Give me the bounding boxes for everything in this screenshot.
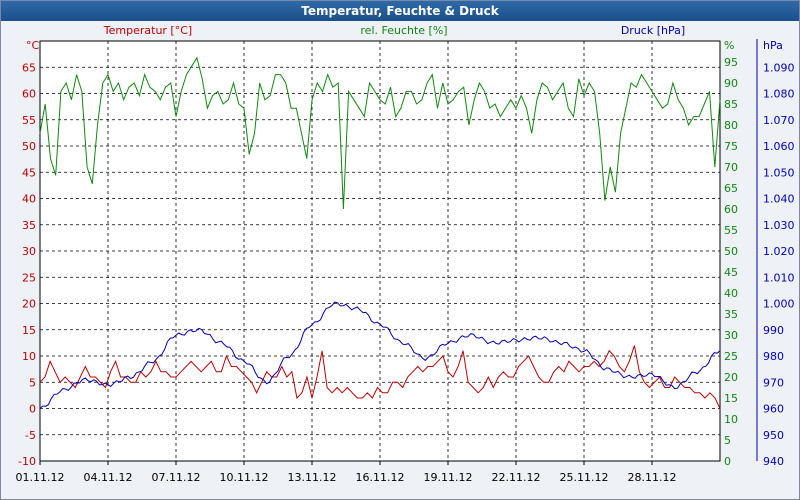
temperature-tick-label: 30 — [22, 245, 36, 258]
humidity-tick-label: 90 — [724, 77, 738, 90]
humidity-tick-label: 5 — [724, 434, 731, 447]
x-tick-label: 16.11.12 — [356, 471, 405, 484]
x-tick-label: 01.11.12 — [16, 471, 65, 484]
window-title: Temperatur, Feuchte & Druck — [1, 1, 799, 21]
x-tick-label: 07.11.12 — [152, 471, 201, 484]
humidity-tick-label: 20 — [724, 371, 738, 384]
humidity-unit-label: % — [724, 39, 734, 52]
x-tick-label: 19.11.12 — [424, 471, 473, 484]
pressure-axis-title: Druck [hPa] — [621, 24, 685, 37]
temperature-tick-label: 20 — [22, 298, 36, 311]
temperature-tick-label: 5 — [29, 376, 36, 389]
humidity-tick-label: 75 — [724, 140, 738, 153]
temperature-tick-label: 35 — [22, 219, 36, 232]
humidity-tick-label: 60 — [724, 203, 738, 216]
pressure-line — [39, 301, 721, 409]
temperature-tick-label: -5 — [25, 429, 36, 442]
pressure-tick-label: 1.090 — [763, 61, 795, 74]
series-lines — [39, 56, 721, 409]
temperature-tick-label: 60 — [22, 88, 36, 101]
x-tick-label: 25.11.12 — [560, 471, 609, 484]
humidity-tick-label: 55 — [724, 224, 738, 237]
temperature-axis-title: Temperatur [°C] — [103, 24, 192, 37]
humidity-tick-label: 0 — [724, 455, 731, 468]
humidity-tick-label: 85 — [724, 98, 738, 111]
temperature-tick-label: 45 — [22, 166, 36, 179]
x-tick-label: 22.11.12 — [492, 471, 541, 484]
pressure-tick-label: 960 — [763, 403, 784, 416]
temperature-tick-label: 10 — [22, 350, 36, 363]
pressure-tick-label: 1.060 — [763, 140, 795, 153]
temperature-tick-label: 40 — [22, 193, 36, 206]
axes: 01.11.12 04.11.12 07.11.12 10.11.12 13.11.12… — [16, 39, 795, 484]
x-tick-label: 28.11.12 — [628, 471, 677, 484]
humidity-tick-label: 30 — [724, 329, 738, 342]
humidity-tick-label: 70 — [724, 161, 738, 174]
humidity-tick-label: 50 — [724, 245, 738, 258]
humidity-tick-label: 35 — [724, 308, 738, 321]
pressure-tick-label: 990 — [763, 324, 784, 337]
x-tick-label: 04.11.12 — [84, 471, 133, 484]
humidity-tick-label: 10 — [724, 413, 738, 426]
temperature-unit-label: °C — [26, 39, 40, 52]
pressure-unit-label: hPa — [763, 39, 783, 52]
pressure-tick-label: 1.020 — [763, 245, 795, 258]
temperature-tick-label: 15 — [22, 324, 36, 337]
temperature-tick-label: 55 — [22, 114, 36, 127]
humidity-tick-label: 15 — [724, 392, 738, 405]
pressure-tick-label: 1.040 — [763, 193, 795, 206]
x-tick-label: 10.11.12 — [220, 471, 269, 484]
pressure-tick-label: 1.000 — [763, 298, 795, 311]
pressure-tick-label: 1.010 — [763, 271, 795, 284]
temperature-tick-label: 25 — [22, 271, 36, 284]
humidity-tick-label: 80 — [724, 119, 738, 132]
humidity-axis-title: rel. Feuchte [%] — [360, 24, 447, 37]
x-tick-label: 13.11.12 — [288, 471, 337, 484]
pressure-tick-label: 1.050 — [763, 166, 795, 179]
pressure-tick-label: 980 — [763, 350, 784, 363]
pressure-tick-label: 950 — [763, 429, 784, 442]
humidity-tick-label: 40 — [724, 287, 738, 300]
humidity-tick-label: 45 — [724, 266, 738, 279]
pressure-tick-label: 1.070 — [763, 114, 795, 127]
temperature-tick-label: 50 — [22, 140, 36, 153]
pressure-tick-label: 940 — [763, 455, 784, 468]
temperature-tick-label: -10 — [18, 455, 36, 468]
humidity-tick-label: 95 — [724, 56, 738, 69]
humidity-tick-label: 65 — [724, 182, 738, 195]
humidity-tick-label: 25 — [724, 350, 738, 363]
pressure-tick-label: 1.080 — [763, 88, 795, 101]
temperature-line — [39, 345, 721, 409]
temperature-tick-label: 0 — [29, 403, 36, 416]
pressure-tick-label: 1.030 — [763, 219, 795, 232]
humidity-line — [39, 56, 721, 210]
pressure-tick-label: 970 — [763, 376, 784, 389]
temperature-tick-label: 65 — [22, 61, 36, 74]
